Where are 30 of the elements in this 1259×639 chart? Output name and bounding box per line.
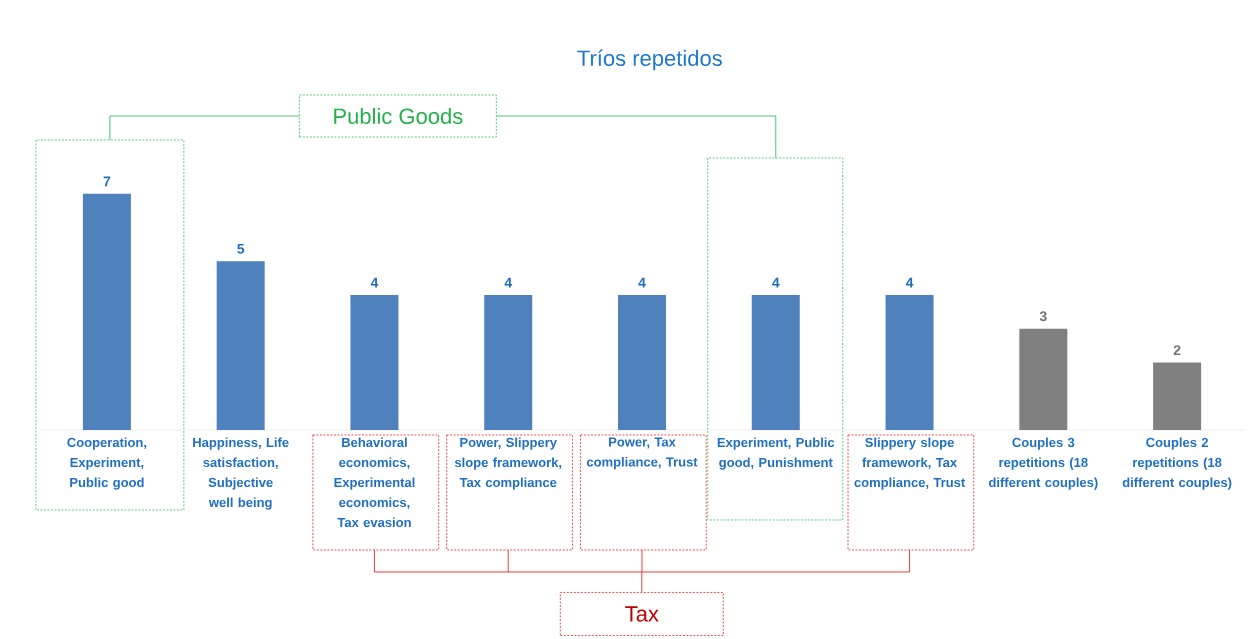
data-label: 5: [237, 243, 245, 254]
x-tick-label: Slippery slope framework, Tax compliance, Trust: [854, 437, 966, 490]
chart-title: Tríos repetidos: [577, 49, 722, 71]
x-tick-label: Power, Tax compliance, Trust: [586, 437, 698, 470]
x-tick-label: Cooperation, Experiment, Public good: [67, 437, 147, 490]
x-tick-label: Power, Slippery slope framework, Tax compliance: [454, 437, 562, 490]
x-tick-label: Happiness, Life satisfaction, Subjective well being: [193, 437, 289, 510]
bar: [216, 261, 265, 430]
x-tick-label: Couples 3 repetitions (18 different couples): [988, 437, 1098, 490]
bar: [350, 294, 399, 430]
data-label: 4: [504, 277, 513, 288]
data-label: 4: [772, 277, 780, 288]
data-label: 7: [103, 176, 111, 187]
x-tick-label: Couples 2 repetitions (18 different couples): [1122, 437, 1232, 490]
x-tick-label: Behavioral economics, Experimental economics, Tax evasion: [334, 437, 415, 528]
bar: [885, 294, 934, 430]
text: Public Goods: [334, 107, 463, 125]
data-label: 3: [1039, 311, 1047, 322]
bar: [1153, 362, 1202, 430]
data-label: 4: [370, 277, 379, 288]
data-label: 4: [905, 277, 914, 288]
bar: [1019, 328, 1068, 430]
x-tick-label: Experiment, Public good, Punishment: [717, 437, 835, 470]
bar: [751, 294, 800, 430]
data-label: 2: [1173, 345, 1181, 355]
bar: [82, 193, 131, 430]
bar: [484, 294, 533, 430]
data-label: 4: [638, 277, 646, 288]
text: Tax: [625, 606, 659, 622]
bar: [618, 294, 666, 430]
